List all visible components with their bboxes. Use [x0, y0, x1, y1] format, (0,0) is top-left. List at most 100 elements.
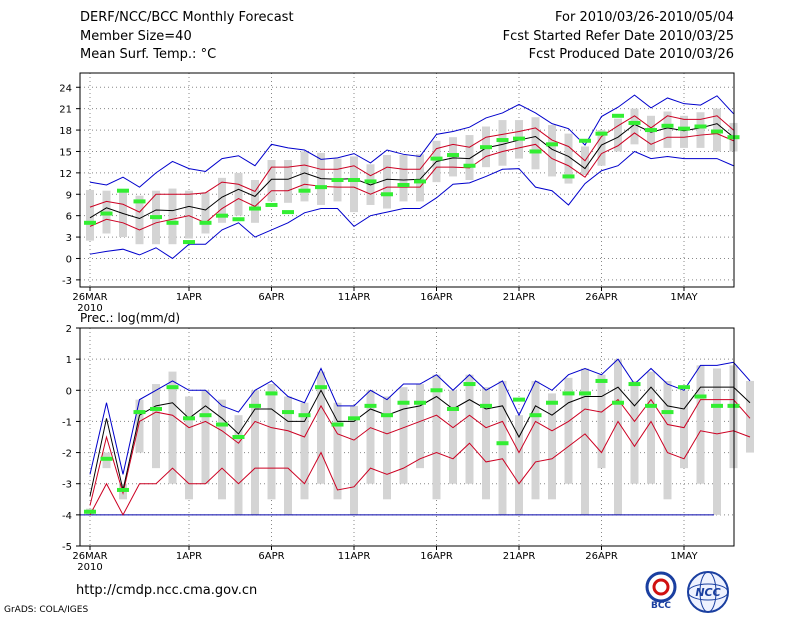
temp-observed-mark: [612, 113, 624, 118]
prec-range-bar: [647, 371, 655, 484]
temp-range-bar: [647, 115, 655, 152]
temp-range-bar: [86, 189, 94, 241]
temp-max-line: [89, 94, 734, 188]
prec-observed-mark: [100, 456, 113, 461]
prec-range-bar: [251, 390, 259, 515]
grads-credit: GrADS: COLA/IGES: [4, 605, 89, 615]
temp-xtick-label: 6APR: [258, 292, 284, 303]
temp-range-bar: [630, 108, 639, 145]
temp-range-bar: [614, 118, 622, 152]
temp-observed-mark: [463, 163, 476, 168]
temp-ytick-label: 0: [66, 254, 72, 265]
temp-range-bar: [383, 155, 391, 209]
prec-ytick-label: 1: [66, 355, 72, 366]
prec-upper_spread-line: [89, 398, 751, 506]
prec-ytick-label: 0: [66, 386, 72, 397]
temp-observed-mark: [694, 124, 707, 129]
prec-observed-mark: [331, 422, 344, 427]
temp-range-bar: [300, 151, 309, 202]
temp-range-bar: [696, 112, 705, 148]
temp-range-bar: [135, 195, 144, 245]
temp-observed-mark: [480, 145, 492, 150]
prec-observed-mark: [546, 400, 558, 405]
temp-ytick-label: 9: [66, 190, 72, 201]
temp-ytick-label: 15: [59, 147, 72, 158]
prec-range-bar: [152, 384, 160, 469]
temp-observed-mark: [117, 188, 129, 193]
member-size: Member Size=40: [80, 29, 192, 44]
temp-range-bar: [251, 180, 259, 223]
prec-observed-mark: [265, 391, 278, 396]
prec-observed-mark: [645, 403, 657, 408]
prec-range-bar: [680, 390, 688, 469]
prec-range-bar: [267, 384, 276, 500]
prec-xtick-label: 1MAY: [670, 551, 698, 562]
prec-range-bar: [135, 399, 144, 453]
temp-ytick-label: 18: [59, 126, 72, 137]
prec-observed-mark: [249, 403, 261, 408]
source-url[interactable]: http://cmdp.ncc.cma.gov.cn: [76, 583, 258, 598]
prec-range-bar: [333, 402, 342, 500]
precip-panel-title: Prec.: log(mm/d): [80, 311, 180, 325]
temp-frame: [79, 72, 735, 288]
prec-observed-mark: [183, 416, 195, 421]
temp-observed-mark: [529, 149, 542, 154]
prec-range-bar: [284, 396, 292, 515]
prec-ytick-label: -3: [62, 480, 72, 491]
temp-observed-mark: [282, 210, 294, 215]
prec-observed-mark: [364, 403, 377, 408]
prec-xtick-label: 21APR: [503, 551, 536, 562]
temp-range-bar: [185, 190, 193, 239]
temp-xtick-label: 11APR: [338, 292, 371, 303]
temp-ytick-label: 24: [59, 83, 72, 94]
prec-xtick-label: 1APR: [176, 551, 202, 562]
prec-ytick-label: -4: [62, 511, 72, 522]
temp-range-bar: [564, 133, 573, 184]
temp-observed-mark: [232, 217, 245, 222]
prec-observed-mark: [232, 435, 245, 439]
temp-observed-mark: [249, 206, 261, 211]
prec-range-bar: [300, 402, 309, 500]
temp-observed-mark: [447, 153, 459, 158]
prec-range-bar: [614, 359, 622, 515]
temp-range-bar: [531, 117, 540, 170]
chart-title: DERF/NCC/BCC Monthly Forecast: [80, 10, 294, 25]
prec-range-bar: [746, 380, 754, 453]
temp-xtick-label: 1MAY: [670, 292, 698, 303]
prec-range-bar: [383, 396, 391, 500]
prec-range-bar: [597, 374, 606, 469]
prec-observed-mark: [496, 441, 509, 446]
temp-lower_spread-line: [89, 132, 734, 231]
prec-range-bar: [168, 371, 177, 484]
prec-observed-mark: [628, 382, 641, 387]
prec-range-bar: [548, 393, 556, 500]
temp-observed-mark: [183, 240, 195, 245]
forecast-period: For 2010/03/26-2010/05/04: [555, 10, 734, 25]
prec-observed-mark: [430, 388, 443, 393]
temp-range-bar: [218, 177, 226, 223]
prec-range-bar: [185, 396, 193, 500]
temp-range-bar: [168, 188, 177, 245]
temp-range-bar: [267, 160, 276, 202]
prec-observed-mark: [661, 410, 674, 415]
temp-observed-mark: [595, 131, 608, 136]
temp-observed-mark: [397, 182, 410, 187]
temp-range-bar: [597, 130, 606, 166]
prec-observed-mark: [298, 413, 311, 418]
prec-observed-mark: [166, 385, 179, 390]
prec-ytick-label: -1: [62, 417, 72, 428]
temp-observed-mark: [414, 179, 426, 184]
prec-range-bar: [317, 371, 325, 484]
prec-observed-mark: [117, 487, 129, 492]
prec-range-bar: [399, 387, 408, 484]
prec-max-line: [89, 358, 751, 475]
prec-range-bar: [498, 380, 507, 515]
temp-range-bar: [548, 125, 556, 177]
temp-observed-mark: [216, 213, 228, 218]
temp-observed-mark: [562, 174, 575, 179]
prec-xtick-label: 26MAR: [72, 551, 107, 562]
temp-observed-mark: [546, 142, 558, 147]
prec-range-bar: [713, 368, 721, 515]
prec-range-bar: [531, 380, 540, 500]
temp-xtick-label: 26MAR: [72, 292, 107, 303]
